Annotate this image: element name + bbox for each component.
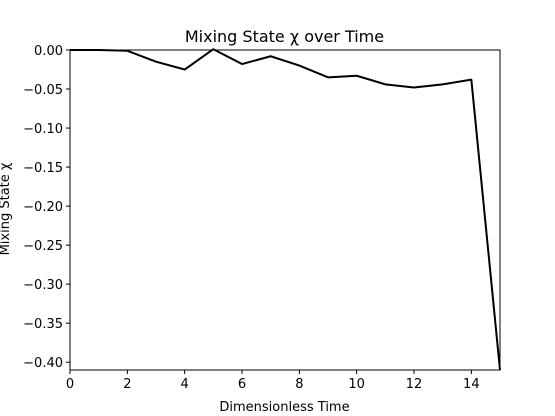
x-tick-label: 12 [406,377,423,392]
y-tick-label: −0.35 [23,317,63,332]
y-tick-label: 0.00 [34,44,63,59]
x-tick-label: 2 [123,377,131,392]
x-tick-label: 10 [348,377,365,392]
chart-title: Mixing State χ over Time [185,27,384,46]
x-tick-label: 0 [66,377,74,392]
y-tick-label: −0.30 [23,278,63,293]
plot-area [70,48,501,371]
x-tick-label: 14 [463,377,480,392]
x-tick-label: 4 [181,377,189,392]
x-tick-label: 8 [295,377,303,392]
y-tick-label: −0.10 [23,122,63,137]
y-tick-label: −0.05 [23,83,63,98]
y-tick-label: −0.25 [23,239,63,254]
y-tick-label: −0.40 [23,356,63,371]
y-tick-label: −0.20 [23,200,63,215]
series-line-0 [70,48,501,371]
y-tick-label: −0.15 [23,161,63,176]
axes-frame [69,49,501,371]
x-axis-label: Dimensionless Time [219,400,349,415]
x-tick-label: 6 [238,377,246,392]
y-axis-label: Mixing State χ [0,162,13,255]
